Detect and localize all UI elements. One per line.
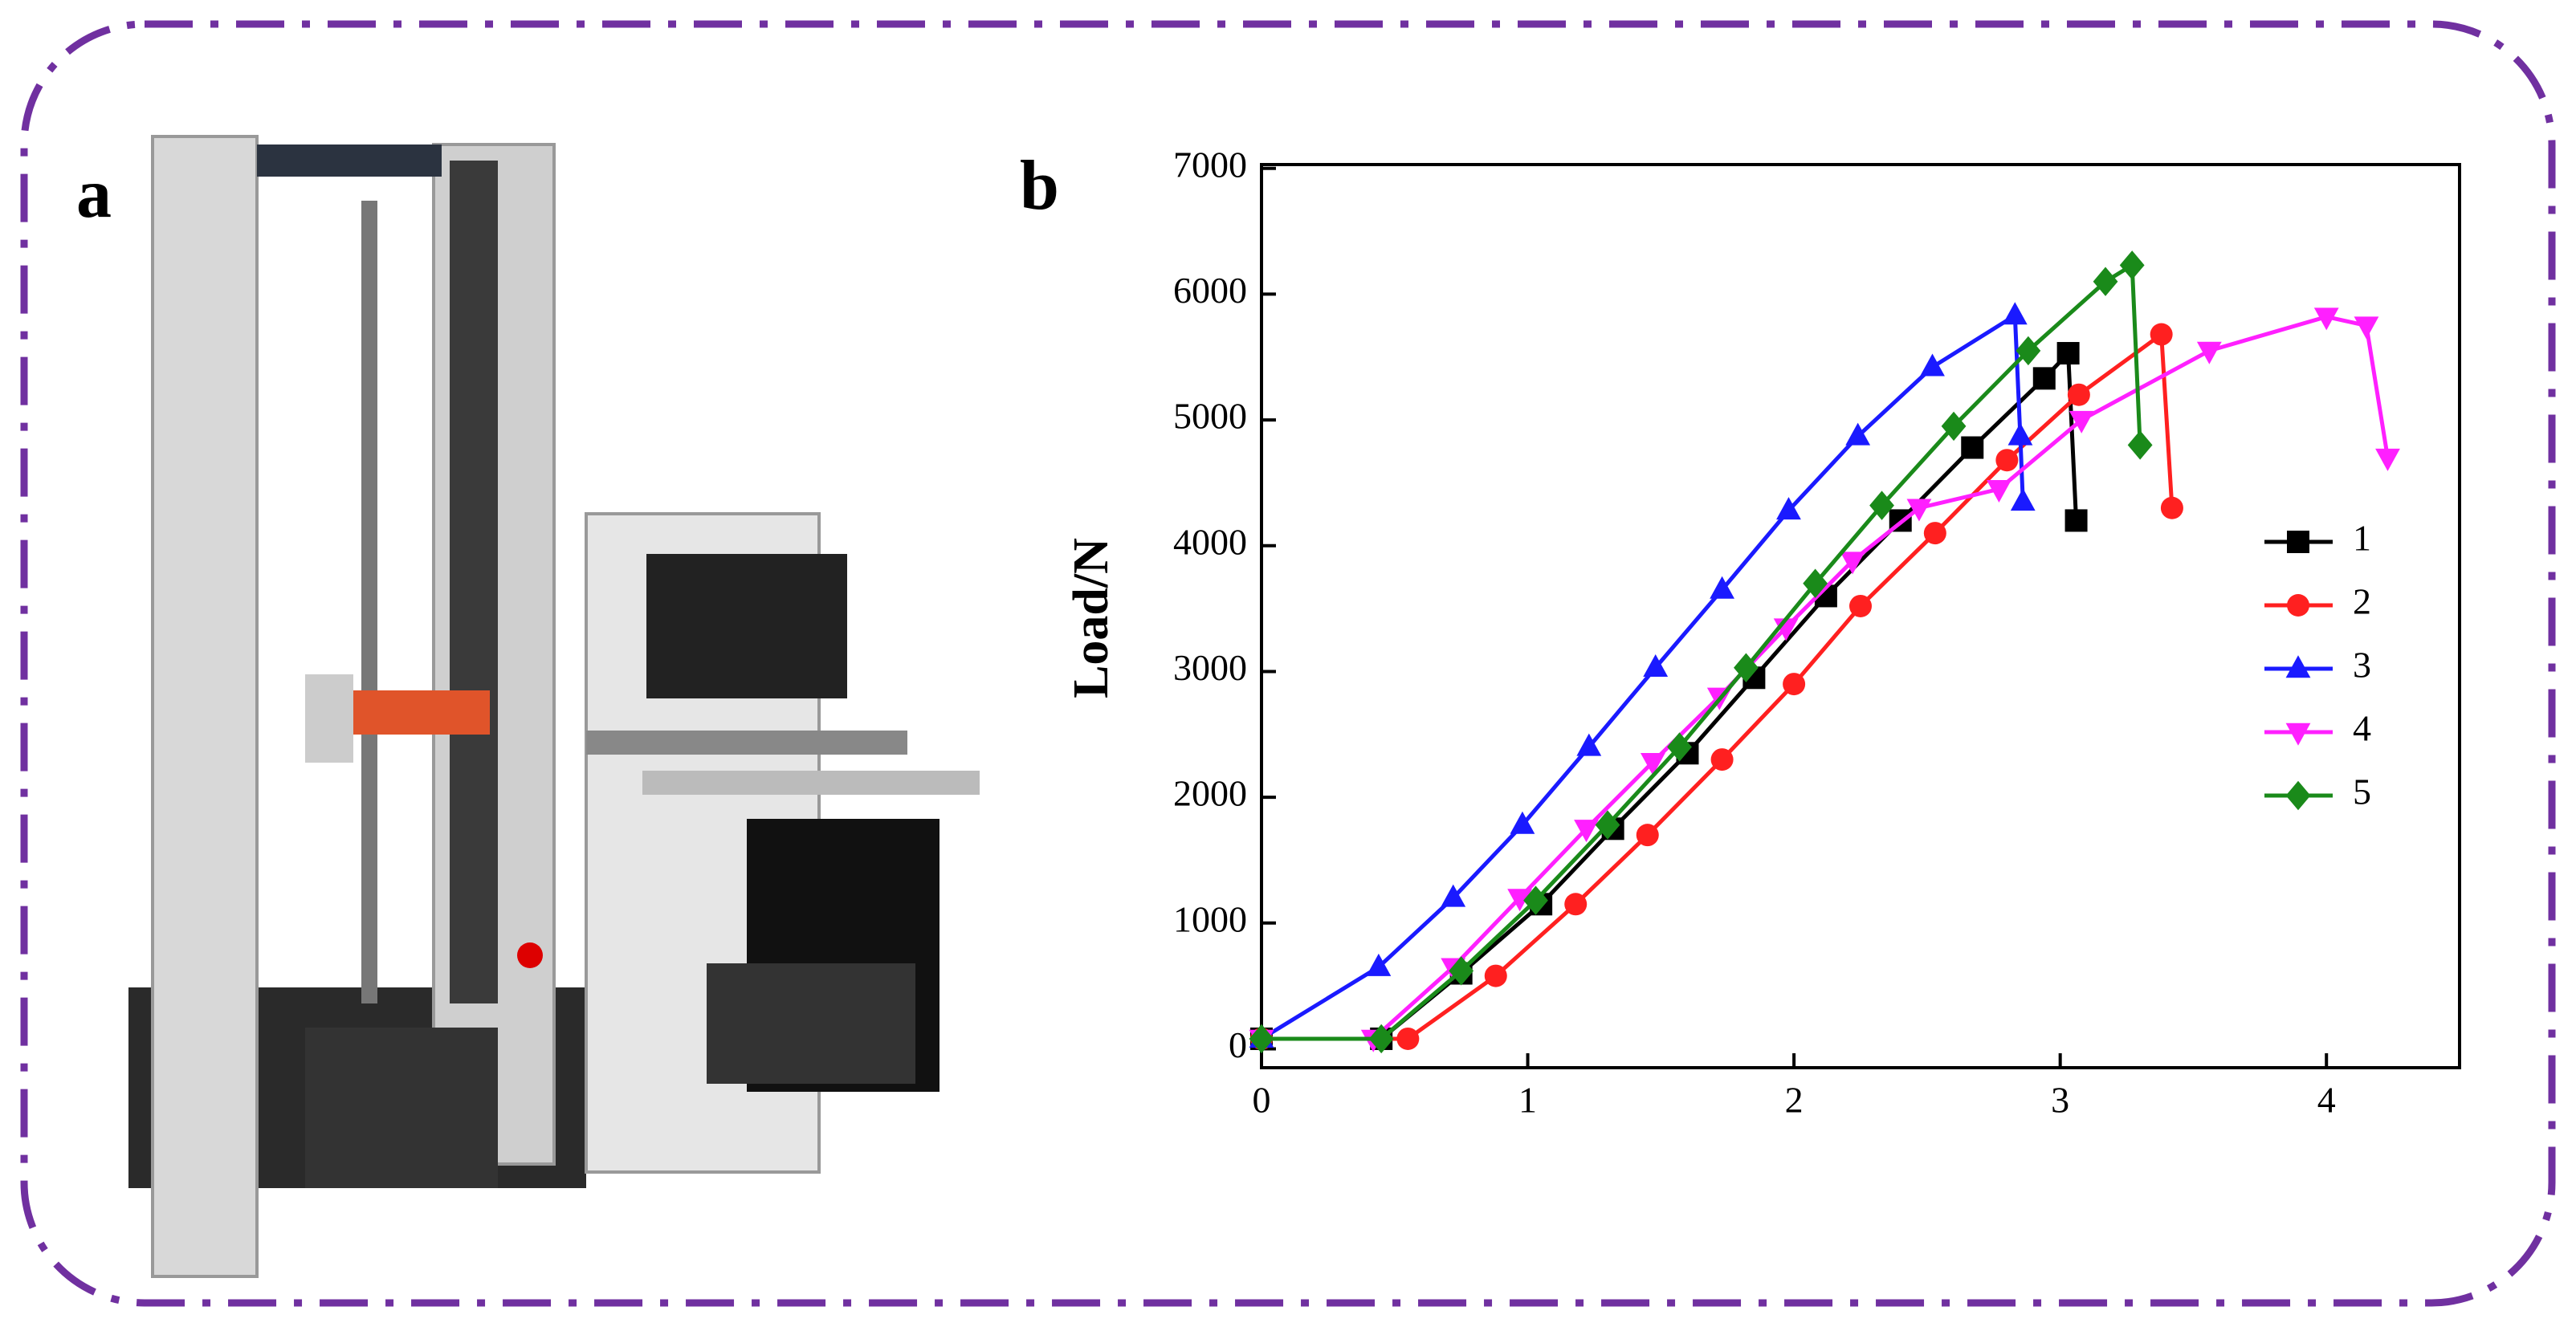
y-tick-label: 3000 bbox=[1173, 647, 1247, 688]
marker bbox=[2196, 341, 2222, 364]
marker bbox=[1574, 820, 1599, 843]
series-line bbox=[1262, 315, 2390, 1041]
marker bbox=[1636, 824, 1659, 847]
marker bbox=[1961, 436, 1984, 459]
marker bbox=[1249, 1024, 1274, 1054]
marker bbox=[1449, 956, 1474, 986]
panel-label: a bbox=[76, 155, 112, 233]
y-tick-label: 1000 bbox=[1173, 898, 1247, 939]
marker bbox=[2093, 267, 2118, 296]
marker bbox=[1941, 411, 1967, 442]
marker bbox=[1995, 449, 2019, 472]
marker bbox=[1441, 884, 1466, 907]
marker bbox=[1710, 576, 1734, 599]
x-tick-label: 2 bbox=[1785, 1080, 1804, 1121]
marker bbox=[2127, 430, 2153, 460]
series-line bbox=[1262, 261, 2142, 1041]
series-line bbox=[1260, 311, 2025, 1041]
x-tick-label: 4 bbox=[2317, 1080, 2336, 1121]
marker bbox=[1484, 964, 1507, 987]
border bbox=[20, 20, 2556, 1307]
x-tick-label: 3 bbox=[2051, 1080, 2069, 1121]
legend-label: 3 bbox=[2353, 645, 2371, 686]
marker bbox=[1920, 353, 1945, 377]
marker bbox=[1710, 748, 1734, 771]
marker bbox=[1366, 953, 1392, 976]
marker bbox=[1396, 1027, 1420, 1050]
series-line bbox=[1262, 330, 2175, 1041]
marker bbox=[2150, 323, 2173, 346]
y-axis-label: Load/N bbox=[1064, 538, 1119, 698]
marker bbox=[2010, 488, 2036, 511]
marker bbox=[1987, 480, 2011, 503]
marker bbox=[2313, 307, 2339, 331]
marker bbox=[1667, 732, 1692, 762]
y-tick-label: 6000 bbox=[1173, 270, 1247, 311]
marker bbox=[2064, 509, 2088, 532]
marker bbox=[2285, 780, 2311, 811]
legend-label: 4 bbox=[2353, 708, 2371, 749]
y-tick-label: 5000 bbox=[1173, 396, 1247, 437]
marker bbox=[1643, 653, 1669, 677]
marker bbox=[1849, 594, 1872, 617]
marker bbox=[2002, 302, 2028, 325]
marker bbox=[1510, 811, 1535, 834]
panel-label: b bbox=[1020, 147, 1059, 225]
marker bbox=[1783, 673, 1806, 696]
marker bbox=[1776, 497, 1801, 520]
marker bbox=[1845, 422, 1871, 446]
legend-label: 5 bbox=[2353, 771, 2371, 812]
marker bbox=[1803, 568, 1828, 598]
marker bbox=[1595, 810, 1620, 840]
legend-label: 2 bbox=[2353, 581, 2371, 622]
series-line bbox=[1262, 348, 2079, 1041]
marker bbox=[2119, 250, 2145, 280]
marker bbox=[1368, 1024, 1394, 1054]
marker bbox=[2287, 594, 2309, 617]
marker bbox=[1640, 753, 1665, 776]
marker bbox=[1923, 522, 1946, 545]
marker bbox=[2354, 316, 2379, 340]
y-tick-label: 7000 bbox=[1173, 144, 1247, 185]
photo bbox=[128, 135, 980, 1278]
marker bbox=[1840, 552, 1865, 575]
marker bbox=[2285, 723, 2311, 746]
marker bbox=[1576, 733, 1602, 756]
marker bbox=[1507, 889, 1533, 912]
marker bbox=[2285, 655, 2311, 678]
y-tick-label: 2000 bbox=[1173, 773, 1247, 814]
marker bbox=[2067, 383, 2090, 406]
plot-frame bbox=[1260, 163, 2461, 1069]
marker bbox=[2007, 422, 2033, 446]
marker bbox=[2056, 342, 2080, 365]
marker bbox=[2016, 336, 2041, 366]
marker bbox=[2375, 448, 2400, 471]
marker bbox=[1734, 653, 1759, 682]
marker bbox=[1523, 885, 1548, 915]
x-tick-label: 1 bbox=[1518, 1080, 1537, 1121]
marker bbox=[2160, 496, 2183, 519]
marker bbox=[2032, 367, 2056, 390]
marker bbox=[1869, 491, 1894, 520]
y-tick-label: 4000 bbox=[1173, 521, 1247, 562]
marker bbox=[2287, 531, 2309, 553]
marker bbox=[1906, 499, 1932, 522]
marker bbox=[1564, 893, 1588, 916]
marker bbox=[2069, 410, 2094, 434]
legend-label: 1 bbox=[2353, 518, 2371, 559]
x-tick-label: 0 bbox=[1253, 1080, 1271, 1121]
y-tick-label: 0 bbox=[1229, 1024, 1247, 1065]
